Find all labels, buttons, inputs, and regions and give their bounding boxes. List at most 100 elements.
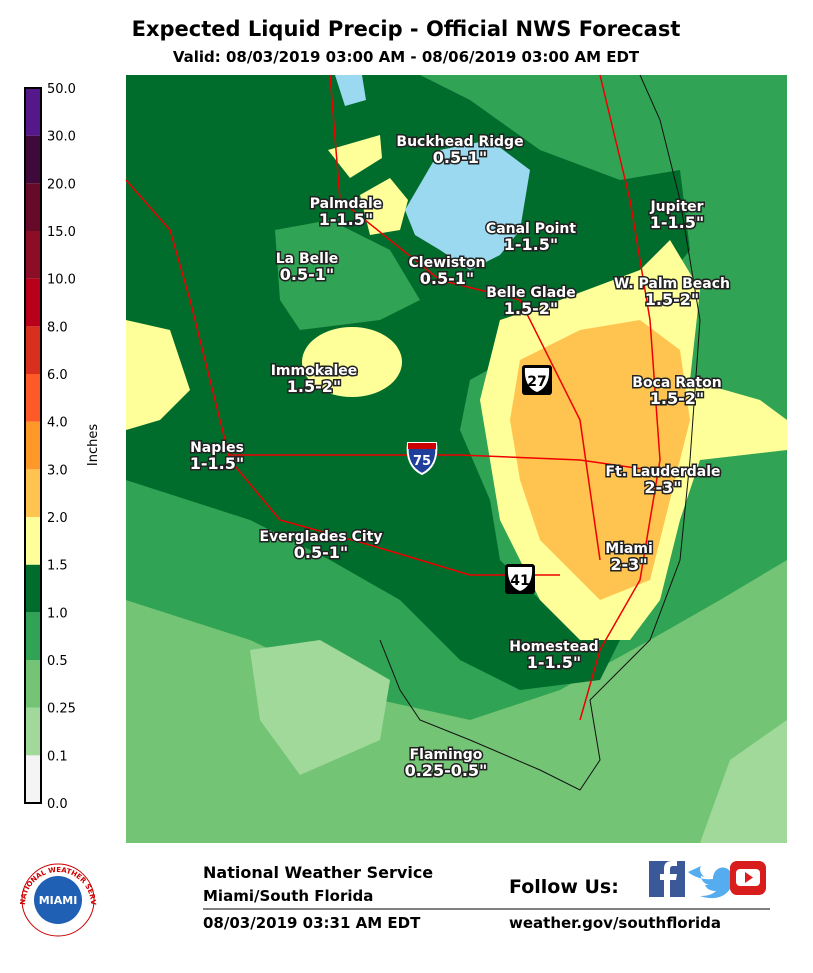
- place-labels: Buckhead Ridge0.5-1"Palmdale1-1.5"Jupite…: [188, 133, 731, 782]
- region-15: [328, 135, 382, 178]
- region-01: [700, 720, 787, 843]
- colorbar-label: 15.0: [47, 225, 76, 240]
- place-amount: 1.5-2": [504, 299, 558, 318]
- place-name: Miami: [605, 541, 653, 557]
- road: [329, 74, 601, 561]
- interstate-shield: [406, 442, 438, 476]
- place-amount: 2-3": [610, 555, 647, 574]
- place-name: Everglades City: [260, 529, 383, 545]
- colorbar-label: 0.0: [47, 797, 68, 812]
- twitter-icon[interactable]: [688, 866, 738, 899]
- highway-number: 27: [527, 374, 546, 390]
- colorbar-label: 4.0: [47, 416, 68, 431]
- region-2: [510, 320, 690, 600]
- place-name: Jupiter: [649, 199, 703, 215]
- colorbar-segment: [25, 421, 41, 470]
- us-shield-inner: [507, 567, 533, 591]
- colorbar: 0.0 0.1 0.25 0.5 1.0 1.5 2.0 3.0 4.0 6.0 8.0 10.0 15…: [24, 82, 76, 812]
- colorbar-segment: [25, 278, 41, 327]
- colorbar-label: 0.1: [47, 749, 68, 764]
- colorbar-segment: [25, 564, 41, 613]
- highway-number: 75: [413, 454, 431, 469]
- colorbar-segment: [25, 183, 41, 231]
- place-amount: 0.5-1": [433, 148, 487, 167]
- place-amount: 1-1.5": [319, 210, 373, 229]
- colorbar-segment: [25, 755, 41, 803]
- place-amount: 1.5-2": [645, 290, 699, 309]
- highway-number: 41: [510, 573, 529, 589]
- place-name: Canal Point: [486, 221, 576, 237]
- colorbar-segment: [25, 469, 41, 517]
- colorbar-label: 20.0: [47, 177, 76, 192]
- colorbar-label: 0.5: [47, 654, 68, 669]
- colorbar-frame: [24, 87, 42, 804]
- place-amount: 1-1.5": [650, 213, 704, 232]
- road: [579, 74, 661, 721]
- colorbar-segment: [25, 660, 41, 708]
- colorbar-label: 8.0: [47, 320, 68, 335]
- road: [230, 454, 651, 471]
- place-name: La Belle: [276, 251, 339, 267]
- place-name: Boca Raton: [632, 375, 721, 391]
- region-15: [360, 178, 408, 235]
- title: Expected Liquid Precip - Official NWS Fo…: [132, 17, 681, 41]
- place-amount: 0.5-1": [280, 265, 334, 284]
- lake: [335, 75, 366, 106]
- place-name: Immokalee: [271, 363, 358, 379]
- colorbar-segment: [25, 231, 41, 279]
- colorbar-label: 6.0: [47, 368, 68, 383]
- place-name: Naples: [190, 440, 244, 456]
- legend-unit: Inches: [86, 424, 101, 466]
- place-amount: 1.5-2": [287, 377, 341, 396]
- place-name: Ft. Lauderdale: [606, 464, 721, 480]
- colorbar-segment: [25, 517, 41, 565]
- colorbar-label: 3.0: [47, 463, 68, 478]
- colorbar-segment: [25, 88, 41, 136]
- colorbar-segment: [25, 326, 41, 374]
- colorbar-label: 1.5: [47, 559, 68, 574]
- region-1: [126, 75, 690, 690]
- place-amount: 0.5-1": [420, 269, 474, 288]
- youtube-play: [745, 872, 753, 883]
- place-amount: 0.25-0.5": [405, 761, 488, 780]
- facebook-glyph: [660, 861, 677, 897]
- road: [125, 179, 560, 576]
- follow-label: Follow Us:: [509, 876, 619, 898]
- region-15: [126, 320, 190, 430]
- lake: [405, 140, 530, 270]
- colorbar-label: 10.0: [47, 273, 76, 288]
- region-01: [250, 640, 390, 775]
- highway-shields: 27 75 41: [406, 365, 552, 594]
- place-name: W. Palm Beach: [614, 276, 730, 292]
- issued: 08/03/2019 03:31 AM EDT: [203, 914, 421, 932]
- region-15: [302, 327, 402, 397]
- colorbar-label: 1.0: [47, 606, 68, 621]
- valid-range: Valid: 08/03/2019 03:00 AM - 08/06/2019 …: [173, 48, 640, 66]
- colorbar-segment: [25, 374, 41, 422]
- place-amount: 0.5-1": [294, 543, 348, 562]
- colorbar-segment: [25, 612, 41, 660]
- place-amount: 1.5-2": [650, 389, 704, 408]
- place-amount: 2-3": [644, 478, 681, 497]
- map: [125, 74, 787, 843]
- social-icons: [649, 861, 766, 899]
- colorbar-segment: [25, 135, 41, 184]
- place-name: Flamingo: [410, 747, 483, 763]
- place-name: Belle Glade: [486, 285, 575, 301]
- colorbar-label: 50.0: [47, 82, 76, 97]
- logo-disc: [34, 876, 82, 924]
- place-amount: 1-1.5": [527, 653, 581, 672]
- place-name: Buckhead Ridge: [396, 134, 523, 150]
- agency: National Weather Service: [203, 863, 433, 882]
- interstate-band: [408, 443, 436, 449]
- colorbar-label: 30.0: [47, 130, 76, 145]
- office: Miami/South Florida: [203, 887, 373, 905]
- place-amount: 1-1.5": [504, 235, 558, 254]
- url: weather.gov/southflorida: [509, 914, 721, 932]
- colorbar-segment: [25, 707, 41, 756]
- logo-center: MIAMI: [39, 894, 78, 907]
- colorbar-label: 0.25: [47, 702, 76, 717]
- colorbar-label: 2.0: [47, 511, 68, 526]
- us-shield-inner: [524, 368, 550, 392]
